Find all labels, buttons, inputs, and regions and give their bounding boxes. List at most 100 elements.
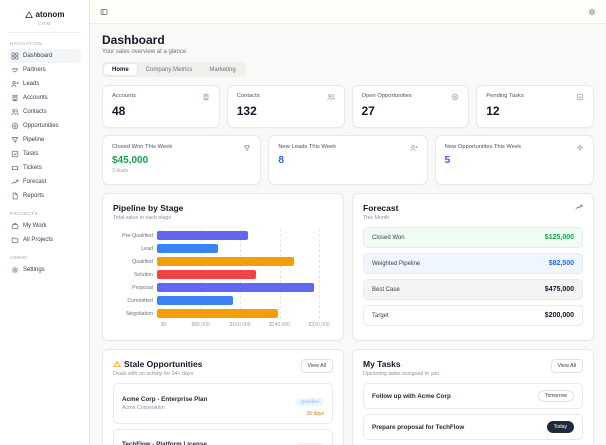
chart-category-label: Qualified (132, 258, 153, 265)
sidebar-item-settings[interactable]: Settings (8, 263, 81, 277)
sidebar-item-label: Partners (23, 67, 46, 73)
week-card-closed-won-this-week[interactable]: Closed Won This Week $45,000 3 deals (102, 135, 262, 185)
folder-icon (11, 236, 19, 244)
pipeline-panel-header: Pipeline by Stage Total value in each st… (113, 203, 333, 221)
sidebar-item-label: Tasks (23, 151, 39, 157)
chart-category-label: Committed (127, 297, 153, 304)
x-tick-label: $160,000 (229, 322, 251, 328)
logo-icon (24, 11, 33, 19)
tasks-title: My Tasks (363, 359, 401, 369)
user-plus-icon (410, 144, 418, 152)
stat-card-contacts[interactable]: Contacts 132 (226, 85, 345, 128)
sidebar-item-all-projects[interactable]: All Projects (8, 233, 81, 247)
x-tick-label: $240,000 (269, 322, 291, 328)
chart-bar-track (157, 296, 329, 305)
chart-row-solution: Solution (113, 268, 333, 281)
tab-marketing[interactable]: Marketing (209, 66, 236, 73)
forecast-panel: Forecast This Month Closed Won $125,000 We… (352, 193, 594, 341)
chart-bar-committed[interactable] (157, 296, 233, 305)
building-icon (202, 93, 210, 101)
sidebar-item-reports[interactable]: Reports (8, 189, 81, 203)
pipeline-subtitle: Total value in each stage (113, 215, 172, 221)
stale-view-all-button[interactable]: View All (300, 359, 333, 373)
task-title: Prepare proposal for TechFlow (372, 423, 465, 431)
chart-bar-negotiation[interactable] (157, 309, 279, 318)
stale-list: Acme Corp - Enterprise Plan Acme Corporat… (113, 383, 333, 445)
sidebar-item-label: Contacts (23, 109, 47, 115)
ticket-icon (11, 164, 19, 172)
briefcase-icon (11, 222, 19, 230)
sidebar-item-partners[interactable]: Partners (8, 63, 81, 77)
chart-bar-qualified[interactable] (157, 257, 294, 266)
forecast-row-target: Target $200,000 (363, 305, 583, 326)
chart-bar-lead[interactable] (157, 244, 218, 253)
week-card-value: 5 (444, 155, 451, 166)
week-card-label: New Opportunities This Week (444, 144, 522, 150)
stat-label: Pending Tasks (486, 93, 524, 99)
tasks-view-all-button[interactable]: View All (550, 359, 583, 373)
chart-bar-track (157, 231, 329, 240)
building-icon (11, 94, 19, 102)
stat-card-accounts[interactable]: Accounts 48 (102, 85, 220, 128)
week-card-sub: 3 deals (112, 168, 129, 174)
forecast-rows: Closed Won $125,000 Weighted Pipeline $82,5… (363, 227, 583, 326)
task-item[interactable]: Follow up with Acme Corp Tomorrow (363, 383, 583, 409)
stat-card-top: Accounts (112, 93, 210, 101)
trend-icon (11, 178, 19, 186)
sidebar-item-accounts[interactable]: Accounts (8, 91, 81, 105)
chart-bar-pre-qualified[interactable] (157, 231, 249, 240)
stale-item[interactable]: TechFlow - Platform LicenseTechFlow Solu… (113, 428, 333, 445)
sparkles-icon (576, 144, 584, 152)
sidebar-item-tickets[interactable]: Tickets (8, 161, 81, 175)
target-icon (451, 93, 459, 101)
sidebar-item-label: Settings (23, 267, 45, 273)
sidebar-item-pipeline[interactable]: Pipeline (8, 133, 81, 147)
stale-item[interactable]: Acme Corp - Enterprise Plan Acme Corporat… (113, 383, 333, 424)
chart-bar-solution[interactable] (157, 270, 256, 279)
week-card-new-opportunities-this-week[interactable]: New Opportunities This Week 5 (434, 135, 594, 185)
stage-badge: Qualified (295, 397, 324, 406)
sidebar-item-opportunities[interactable]: Opportunities (8, 119, 81, 133)
week-card-new-leads-this-week[interactable]: New Leads This Week 8 (268, 135, 428, 185)
chart-bar-proposal[interactable] (157, 283, 314, 292)
users-icon (327, 93, 335, 101)
chart-bar-track (157, 257, 329, 266)
forecast-row-label: Target (372, 312, 389, 319)
sidebar-item-tasks[interactable]: Tasks (8, 147, 81, 161)
sidebar-item-leads[interactable]: Leads (8, 77, 81, 91)
week-card-value: 8 (278, 155, 284, 166)
chart-bar-track (157, 309, 329, 318)
stale-opportunities-panel: Stale Opportunities Deals with no activi… (102, 349, 344, 445)
tab-home[interactable]: Home (104, 64, 137, 75)
sidebar: atonom CRM Navigation Dashboard Partners Le… (0, 0, 90, 445)
middle-row: Pipeline by Stage Total value in each st… (102, 193, 594, 341)
forecast-row-value: $200,000 (544, 312, 574, 319)
chart-row-proposal: Proposal (113, 281, 333, 294)
chart-category-label: Pre-Qualified (122, 232, 153, 239)
chart-row-lead: Lead (113, 242, 333, 255)
stat-card-pending-tasks[interactable]: Pending Tasks 12 (476, 85, 594, 128)
sidebar-item-my-work[interactable]: My Work (8, 219, 81, 233)
logo: atonom (8, 10, 81, 19)
grid-icon (11, 52, 19, 60)
opportunity-name: TechFlow - Platform License (122, 441, 207, 445)
stat-label: Open Opportunities (361, 93, 412, 99)
sidebar-item-dashboard[interactable]: Dashboard (8, 49, 81, 63)
user-plus-icon (11, 80, 19, 88)
stat-value: 48 (112, 104, 126, 118)
task-item[interactable]: Prepare proposal for TechFlow Today (363, 414, 583, 440)
sidebar-item-contacts[interactable]: Contacts (8, 105, 81, 119)
theme-toggle-icon[interactable] (588, 7, 596, 16)
chart-bar-track (157, 244, 329, 253)
bottom-row: Stale Opportunities Deals with no activi… (102, 349, 594, 445)
sidebar-item-forecast[interactable]: Forecast (8, 175, 81, 189)
stat-card-open-opportunities[interactable]: Open Opportunities 27 (351, 85, 470, 128)
chart-category-label: Lead (141, 245, 153, 252)
sidebar-toggle-icon[interactable] (100, 8, 108, 16)
forecast-row-label: Weighted Pipeline (372, 260, 421, 267)
check-square-icon (11, 150, 19, 158)
forecast-row-value: $82,500 (548, 260, 574, 267)
tab-company-metrics[interactable]: Company Metrics (145, 66, 193, 73)
pipeline-bar-chart: Pre-Qualified Lead Qualified Solution Propos… (113, 229, 333, 329)
